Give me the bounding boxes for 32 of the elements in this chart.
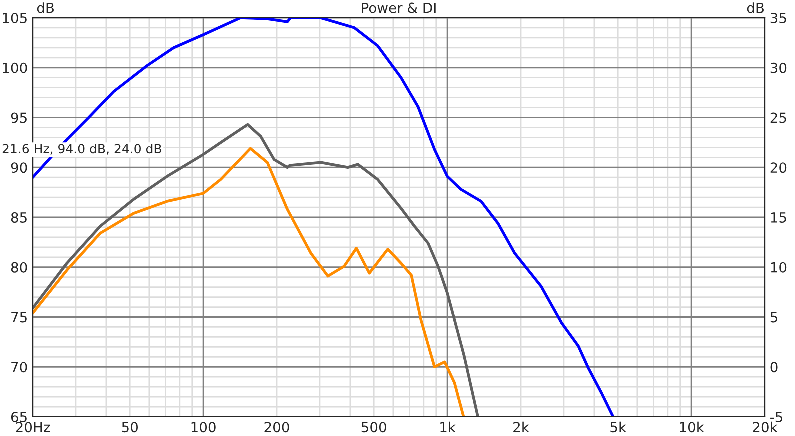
y2-tick-label: 10: [771, 262, 787, 273]
x-tick-label: 5k: [610, 422, 626, 433]
x-tick-label: 200: [264, 422, 290, 433]
y2-tick-label: 35: [770, 12, 786, 24]
y2-tick-label: 25: [770, 112, 786, 124]
y-tick-label: 105: [3, 12, 27, 24]
y-tick-label: 85: [11, 212, 27, 223]
x-tick-label: 2k: [514, 422, 530, 432]
y2-tick-label: 5: [770, 312, 778, 323]
y2-tick-label: 30: [770, 62, 787, 74]
y-tick-label: 75: [12, 312, 27, 323]
y2-tick-label: -5: [770, 412, 782, 422]
x-tick-label: 20Hz: [16, 422, 50, 433]
y-axis-title: dB: [37, 2, 54, 14]
chart-title: Power & DI: [362, 2, 436, 14]
x-tick-label: 100: [192, 422, 216, 433]
y2-tick-label: 15: [771, 212, 786, 223]
y2-tick-label: 0: [770, 362, 778, 373]
x-tick-label: 10k: [680, 422, 704, 433]
x-tick-label: 500: [362, 422, 386, 433]
x-tick-label: 20k: [753, 422, 778, 433]
y-tick-label: 90: [11, 162, 28, 174]
y-tick-label: 70: [12, 362, 28, 373]
y-tick-label: 95: [11, 112, 27, 124]
annotation: 21.6 Hz, 94.0 dB, 24.0 dB: [2, 144, 162, 155]
x-tick-label: 50: [122, 422, 138, 433]
y2-tick-label: 20: [770, 162, 787, 174]
y-tick-label: 80: [11, 262, 28, 273]
y2-axis-title: dB: [747, 2, 764, 14]
y-tick-label: 65: [11, 412, 27, 422]
y-tick-label: 100: [3, 62, 28, 74]
x-tick-label: 1k: [440, 422, 456, 432]
